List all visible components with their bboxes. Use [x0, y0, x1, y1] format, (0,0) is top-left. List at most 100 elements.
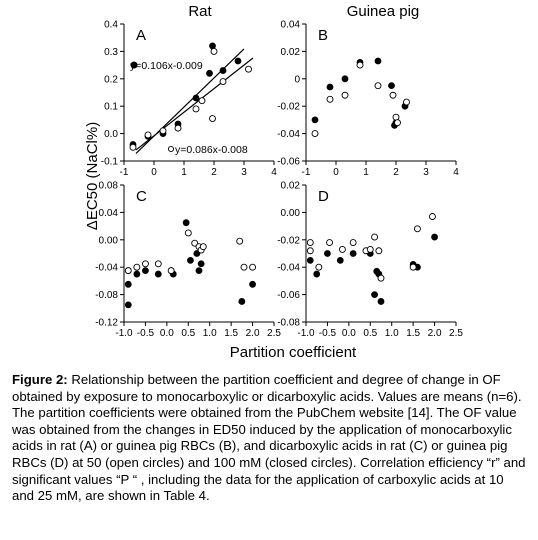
panel-d-open-point: [413, 225, 421, 233]
panel-c-open-point: [124, 267, 132, 275]
panel-a-open-point: [219, 78, 227, 85]
panel-b-y-tick-label: 0: [294, 74, 300, 85]
panel-a-closed-point: [206, 69, 213, 77]
panel-d-open-point: [315, 263, 323, 271]
panel-c-y-tick-label: 0.04: [99, 208, 119, 219]
panel-d-closed-point: [377, 298, 385, 305]
panel-c-x-tick-label: -0.5: [137, 328, 155, 339]
panel-d-x-tick-label: -0.5: [319, 328, 337, 339]
col-title-rat: Rat: [188, 3, 212, 20]
panel-c-open-point: [184, 229, 192, 237]
panel-a-x-tick-label: 4: [271, 167, 277, 178]
panel-c-y-tick-label: -0.08: [95, 290, 118, 301]
panel-c-open-point: [133, 263, 141, 271]
panel-c-open-point: [199, 243, 207, 251]
panel-b-closed-point: [326, 83, 334, 91]
panel-a-y-tick-label: 0.3: [104, 47, 118, 58]
panel-d-x-tick-label: 2.0: [428, 328, 442, 339]
panel-a-letter: A: [136, 27, 146, 44]
panel-b-open-point: [374, 82, 382, 90]
panel-b-x-tick-label: -1: [302, 167, 311, 178]
panel-d-open-point: [349, 239, 357, 246]
panel-d-x-tick-label: -1.0: [297, 328, 315, 339]
panel-d-closed-point: [324, 250, 331, 257]
panel-c-x-tick-label: 2.5: [267, 328, 281, 339]
panel-b-open-point: [394, 119, 401, 127]
panel-a-x-tick-label: 0: [151, 167, 157, 178]
panel-a: -0.1 0.0 0.1 0.2 0.3 0.4 -1 0 1 2 3 4 Ay=0.106x-0.00…: [101, 20, 277, 179]
panel-c-y-tick-label: -0.12: [95, 318, 118, 329]
panel-b-y-tick-label: -0.06: [277, 157, 300, 168]
panel-a-open-point: [144, 131, 152, 139]
panel-c-x-tick-label: 0.5: [181, 328, 195, 339]
panel-d-closed-point: [371, 291, 378, 299]
panel-c-x-tick-label: 1.0: [203, 328, 217, 339]
panel-b-x-tick-label: 0: [333, 167, 339, 178]
panel-c-closed-point: [249, 280, 256, 288]
panel-b-open-point: [326, 95, 334, 103]
panel-c-x-tick-label: 2.0: [246, 328, 260, 339]
fit-label-open-marker: [167, 145, 175, 153]
panel-a-x-tick-label: -1: [120, 167, 129, 178]
panel-c-x-tick-label: -1.0: [115, 328, 133, 339]
panels: -0.1 0.0 0.1 0.2 0.3 0.4 -1 0 1 2 3 4 Ay=0.106x-0.00…: [95, 20, 463, 340]
panel-b-y-tick-label: -0.04: [277, 129, 300, 140]
panel-d-closed-point: [336, 256, 344, 264]
panel-d-open-point: [371, 233, 379, 241]
fit-label-closed-marker: [130, 61, 138, 69]
panel-b-y-tick-label: 0.02: [281, 47, 301, 58]
panel-d-closed-point: [306, 256, 314, 264]
panel-a-closed-point: [219, 67, 227, 74]
panel-d-y-tick-label: 0.02: [281, 181, 301, 192]
panel-d: -0.08 -0.06 -0.04 -0.02 0.00 0.02 -1.0 -0.5 0.0 0…: [277, 181, 463, 340]
panel-c-letter: C: [136, 188, 147, 205]
panel-c-closed-point: [238, 298, 246, 305]
panel-b-x-tick-label: 4: [453, 167, 459, 178]
panel-d-open-point: [409, 263, 417, 271]
panel-b-x-tick-label: 3: [423, 167, 429, 178]
panel-d-open-point: [377, 274, 385, 282]
panel-d-x-tick-label: 1.0: [385, 328, 399, 339]
panel-c-closed-point: [133, 270, 141, 278]
panel-a-open-point: [159, 127, 167, 135]
panel-a-x-tick-label: 3: [241, 167, 247, 178]
panel-a-open-point: [129, 143, 137, 151]
caption-text: Relationship between the partition coeff…: [12, 372, 526, 504]
panel-b-x-tick-label: 2: [393, 167, 399, 178]
panel-b-closed-point: [374, 57, 382, 65]
panel-d-closed-point: [431, 233, 438, 241]
panel-a-fit-line: [135, 57, 254, 151]
panel-d-open-point: [366, 245, 374, 253]
panel-c-closed-point: [182, 219, 190, 227]
panel-b-closed-point: [388, 82, 395, 90]
panel-c-open-point: [240, 263, 248, 271]
panel-c-closed-point: [195, 267, 203, 275]
col-title-guinea-pig: Guinea pig: [347, 3, 420, 20]
panel-d-letter: D: [318, 188, 329, 205]
figure-caption: Figure 2: Relationship between the parti…: [12, 372, 528, 505]
panel-c-closed-point: [197, 260, 205, 268]
panel-c-y-tick-label: 0.08: [99, 181, 119, 192]
panel-b-y-tick-label: -0.02: [277, 102, 300, 113]
panel-d-open-point: [306, 239, 314, 246]
panel-a-open-point: [210, 47, 218, 55]
panel-c-closed-point: [124, 280, 132, 288]
panel-c-closed-point: [154, 270, 162, 278]
panel-a-open-point: [192, 105, 200, 113]
panel-a-open-point: [174, 124, 182, 132]
panel-c-closed-point: [187, 256, 194, 264]
panel-d-x-tick-label: 2.5: [449, 328, 463, 339]
panel-a-y-tick-label: 0.4: [104, 20, 118, 31]
panel-c-closed-point: [142, 267, 149, 275]
panel-b-letter: B: [318, 27, 328, 44]
panel-d-x-tick-label: 1.5: [406, 328, 420, 339]
panel-c-closed-point: [124, 301, 132, 309]
panel-b-open-point: [403, 98, 410, 106]
panel-d-closed-point: [313, 270, 321, 278]
panel-b-x-tick-label: 1: [363, 167, 369, 178]
panel-d-open-point: [375, 247, 383, 255]
panel-d-closed-point: [349, 250, 357, 257]
panel-d-y-tick-label: 0.00: [281, 208, 301, 219]
panel-a-y-tick-label: 0.0: [104, 129, 118, 140]
panel-c-x-tick-label: 0.0: [160, 328, 174, 339]
